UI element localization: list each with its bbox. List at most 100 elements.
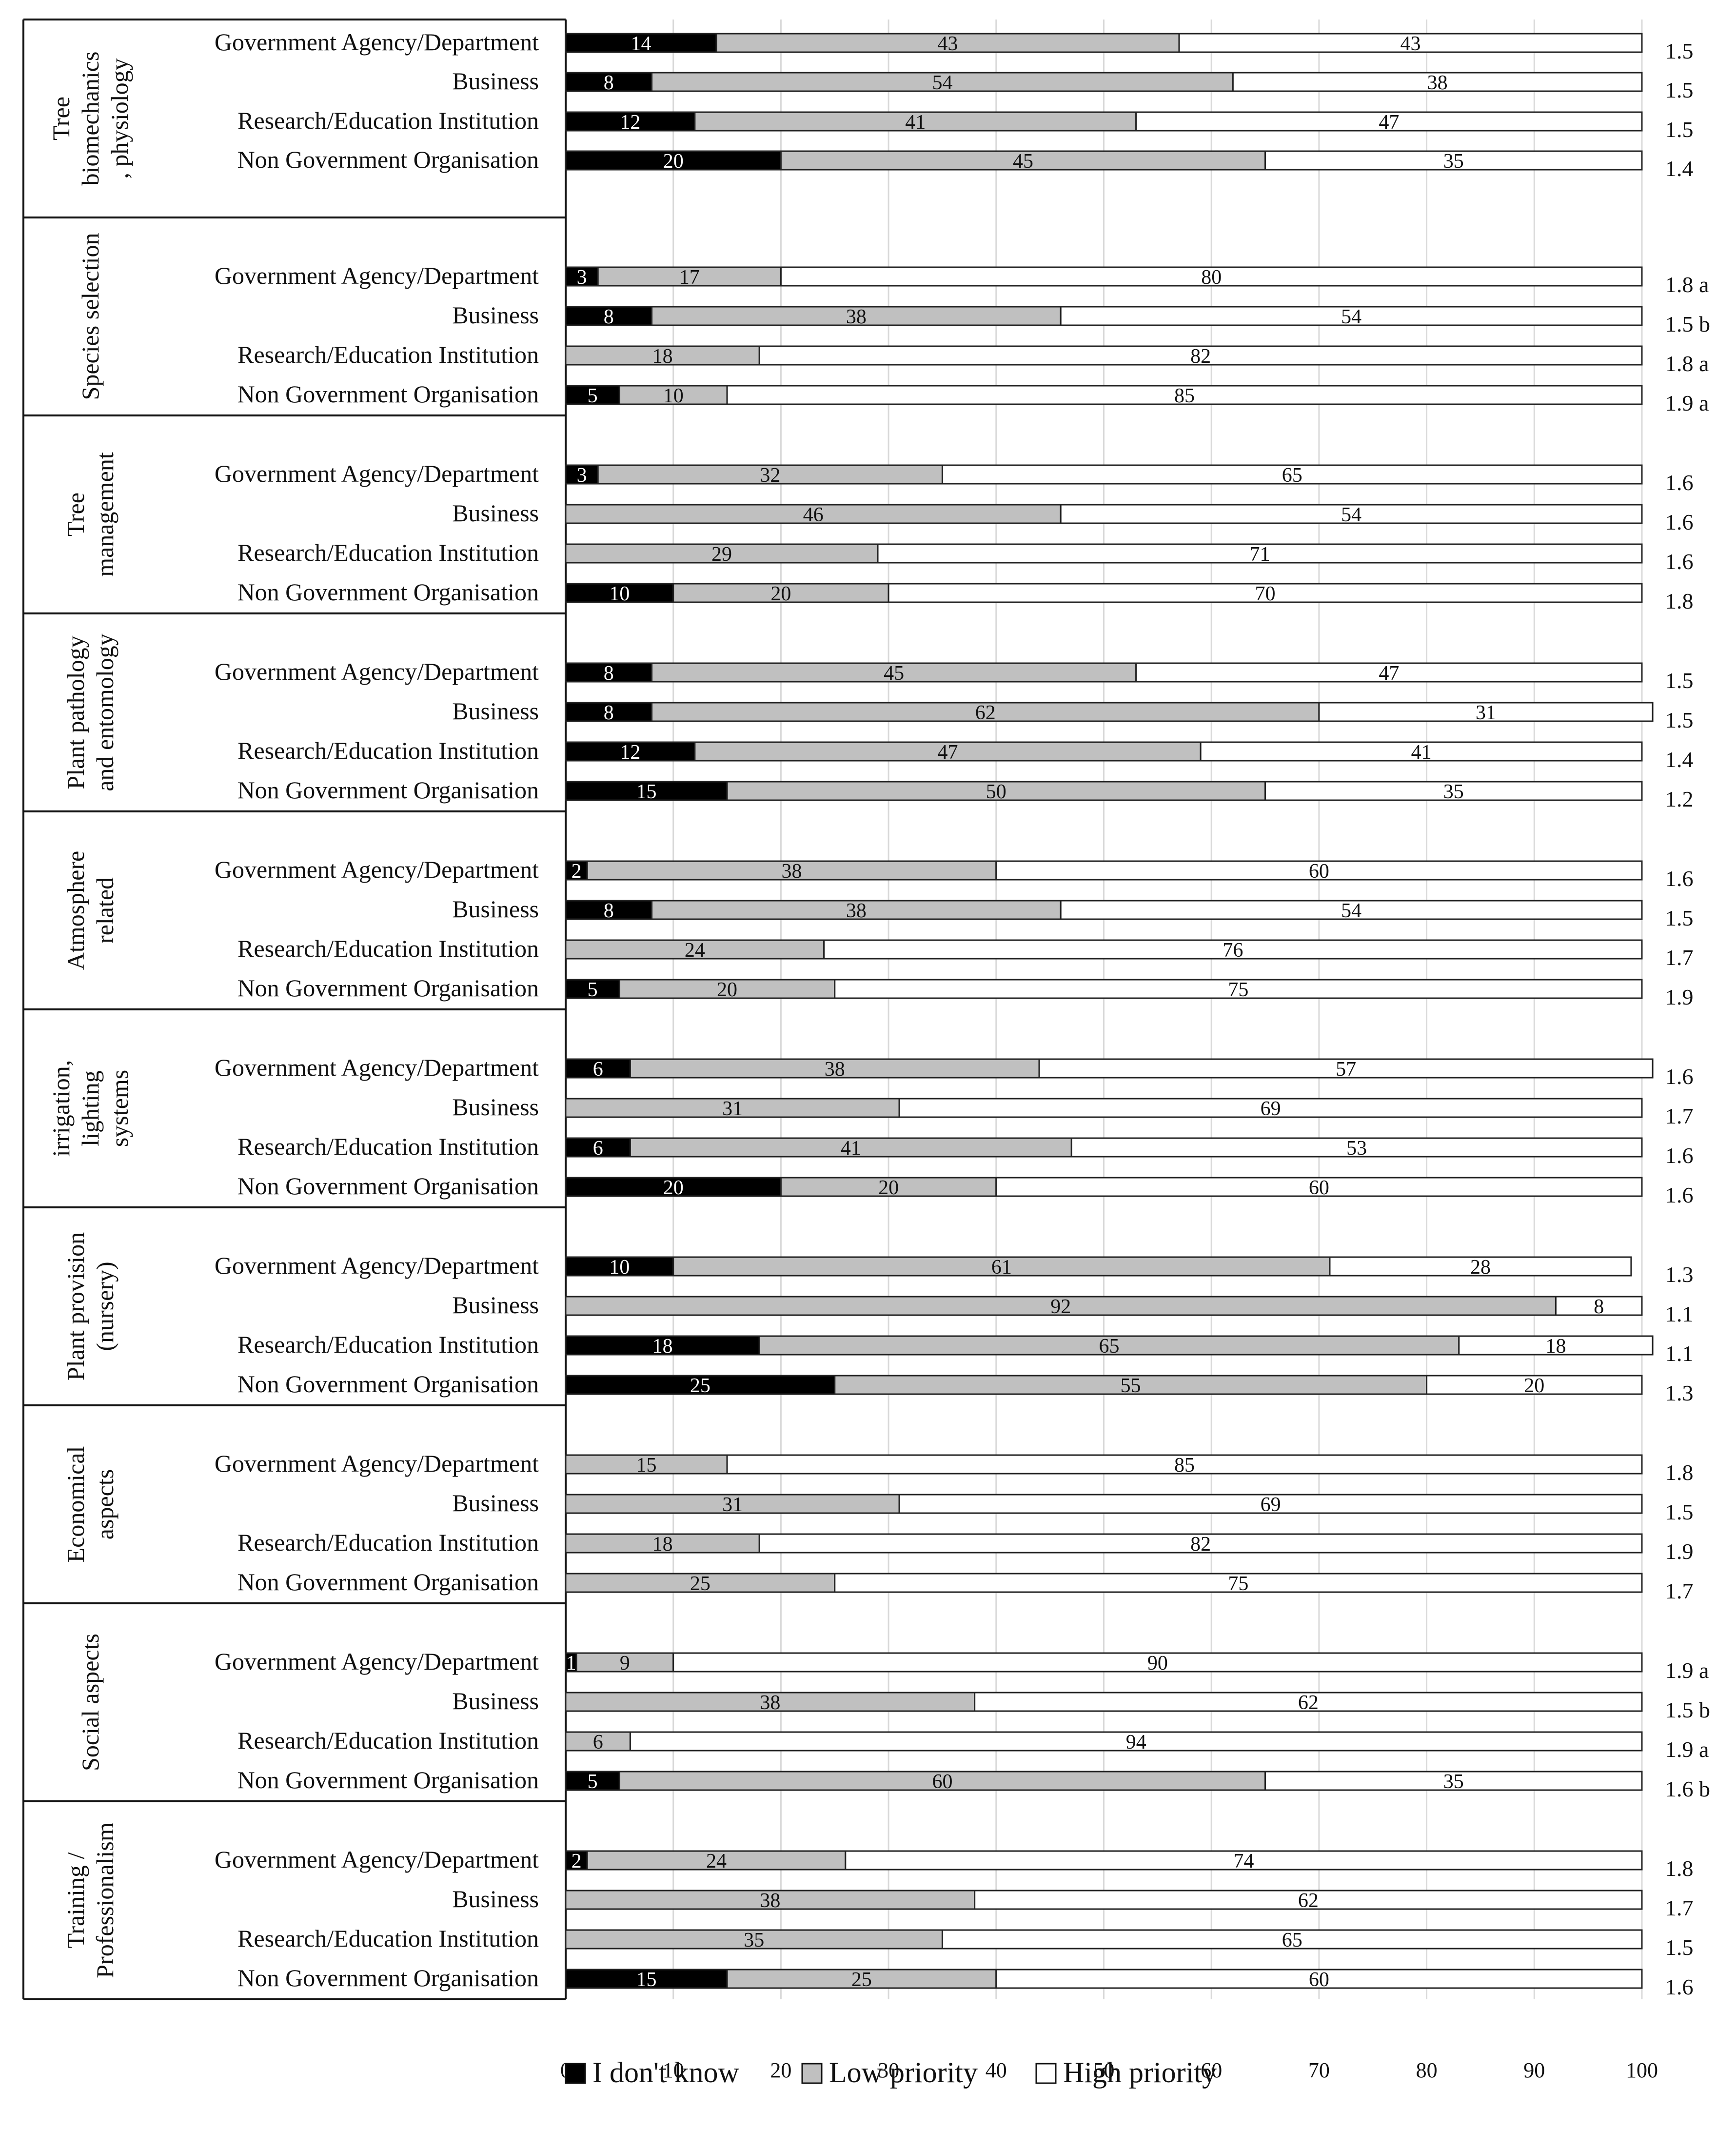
row-mean-score: 1.4 xyxy=(1665,156,1694,181)
bar-value-label: 20 xyxy=(717,979,737,1001)
bar-value-label: 53 xyxy=(1346,1137,1367,1160)
bar-segment-unknown xyxy=(565,385,620,405)
bar-value-label: 38 xyxy=(760,1692,780,1714)
bar-value-label: 70 xyxy=(1255,583,1276,605)
bar-segment-unknown xyxy=(565,1969,728,1989)
bar-value-label: 47 xyxy=(937,741,958,764)
bar-value-label: 61 xyxy=(991,1256,1012,1279)
bar-segment-high-priority xyxy=(1264,1771,1643,1791)
bar-value-label: 25 xyxy=(690,1573,710,1595)
group-title-line: Plant pathology xyxy=(62,635,89,789)
bar-value-label: 55 xyxy=(1121,1375,1141,1397)
row-mean-score: 1.9 a xyxy=(1665,391,1709,415)
bar-value-label: 3 xyxy=(577,464,587,487)
bar-value-label: 15 xyxy=(636,781,657,803)
bar-segment-high-priority xyxy=(1264,781,1643,801)
x-tick-label: 80 xyxy=(1416,2058,1438,2082)
group-title-line: aspects xyxy=(91,1469,118,1539)
legend-label: I don't know xyxy=(592,2056,739,2089)
bar-value-label: 18 xyxy=(652,1533,673,1556)
group-title: Training /Professionalism xyxy=(62,1822,118,1978)
bar-value-label: 80 xyxy=(1201,266,1222,289)
row-mean-score: 1.5 xyxy=(1665,39,1694,63)
bar-value-label: 35 xyxy=(1443,1771,1464,1793)
bar-segment-low-priority xyxy=(726,781,1266,801)
bar-value-label: 10 xyxy=(609,1256,630,1279)
row-category-label: Business xyxy=(452,1291,539,1319)
bar-segment-unknown xyxy=(565,464,599,485)
row-mean-score: 1.3 xyxy=(1665,1380,1694,1405)
bar-value-label: 41 xyxy=(1411,741,1432,764)
row-category-label: Government Agency/Department xyxy=(215,1648,539,1675)
group-title-line: (nursery) xyxy=(91,1262,118,1351)
bar-segment-high-priority xyxy=(995,860,1643,881)
row-category-label: Business xyxy=(452,1489,539,1517)
bar-segment-unknown xyxy=(565,266,599,287)
bar-segment-low-priority xyxy=(726,1969,997,1989)
bar-segment-low-priority xyxy=(575,1652,674,1673)
row-mean-score: 1.7 xyxy=(1665,1104,1694,1128)
bar-value-label: 12 xyxy=(620,741,640,764)
bar-segment-unknown xyxy=(565,662,653,683)
x-tick-label: 20 xyxy=(770,2058,791,2082)
x-tick-label: 90 xyxy=(1523,2058,1545,2082)
bar-value-label: 62 xyxy=(1298,1692,1319,1714)
group-title-line: lighting xyxy=(77,1070,104,1146)
bar-segment-low-priority xyxy=(565,1692,976,1712)
bar-value-label: 20 xyxy=(663,1177,684,1199)
row-category-label: Non Government Organisation xyxy=(237,1370,539,1398)
group-title-line: Tree xyxy=(47,97,75,140)
bar-value-label: 57 xyxy=(1336,1058,1356,1081)
bar-value-label: 76 xyxy=(1223,939,1243,962)
bar-value-label: 29 xyxy=(711,543,732,566)
row-mean-score: 1.4 xyxy=(1665,747,1694,772)
group-title-line: systems xyxy=(106,1070,133,1147)
bar-value-label: 35 xyxy=(1443,150,1464,173)
bar-value-label: 45 xyxy=(1013,150,1033,173)
bar-segment-low-priority xyxy=(651,72,1234,92)
bar-segment-unknown xyxy=(565,1137,631,1158)
row-mean-score: 1.6 xyxy=(1665,866,1694,891)
bar-segment-low-priority xyxy=(565,1494,900,1514)
bar-value-label: 9 xyxy=(620,1652,630,1675)
bar-value-label: 25 xyxy=(851,1969,872,1991)
row-mean-score: 1.6 xyxy=(1665,1974,1694,1999)
bar-segment-low-priority xyxy=(565,1296,1557,1316)
row-mean-score: 1.6 xyxy=(1665,1064,1694,1089)
bar-segment-high-priority xyxy=(1458,1335,1654,1356)
bar-value-label: 5 xyxy=(588,1771,598,1793)
bar-segment-high-priority xyxy=(834,979,1643,999)
bar-segment-low-priority xyxy=(565,1731,631,1752)
bar-segment-low-priority xyxy=(651,306,1062,326)
bar-value-label: 31 xyxy=(1476,702,1496,724)
row-category-label: Research/Education Institution xyxy=(237,737,539,764)
row-category-label: Non Government Organisation xyxy=(237,1766,539,1794)
row-mean-score: 1.5 b xyxy=(1665,312,1710,336)
group-title-line: , physiology xyxy=(106,58,133,178)
bar-value-label: 18 xyxy=(652,345,673,368)
row-mean-score: 1.9 xyxy=(1665,985,1694,1009)
row-category-label: Non Government Organisation xyxy=(237,974,539,1002)
bar-segment-unknown xyxy=(565,1771,620,1791)
bar-segment-low-priority xyxy=(672,1256,1331,1277)
legend-swatch xyxy=(1035,2063,1057,2084)
row-category-label: Business xyxy=(452,1885,539,1912)
bar-value-label: 8 xyxy=(1594,1296,1604,1318)
row-category-label: Government Agency/Department xyxy=(215,28,539,56)
bar-value-label: 38 xyxy=(781,860,802,883)
bar-value-label: 47 xyxy=(1379,111,1399,134)
bar-segment-unknown xyxy=(565,781,728,801)
bar-value-label: 25 xyxy=(690,1375,710,1397)
bar-value-label: 8 xyxy=(604,702,614,724)
bar-value-label: 1 xyxy=(566,1652,576,1675)
row-category-label: Research/Education Institution xyxy=(237,107,539,134)
row-category-label: Government Agency/Department xyxy=(215,1450,539,1477)
row-category-label: Non Government Organisation xyxy=(237,578,539,606)
bar-value-label: 6 xyxy=(593,1137,603,1160)
bar-value-label: 14 xyxy=(631,33,651,55)
bar-segment-high-priority xyxy=(1555,1296,1643,1316)
bar-segment-low-priority xyxy=(694,741,1202,762)
bar-value-label: 50 xyxy=(986,781,1006,803)
group-title-line: Economical xyxy=(62,1446,89,1563)
bar-segment-unknown xyxy=(565,72,653,92)
